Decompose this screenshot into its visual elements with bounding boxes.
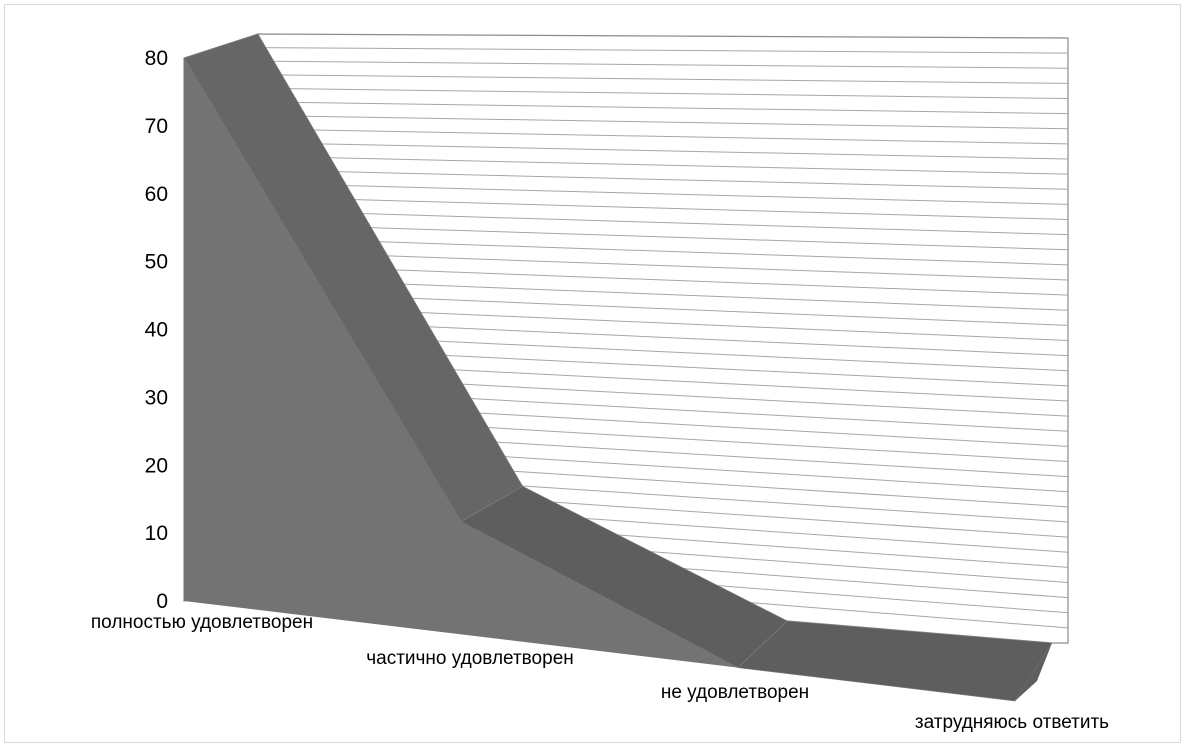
- x-axis: полностью удовлетворен частично удовлетво…: [91, 612, 1109, 733]
- gridline: [257, 209, 1069, 236]
- gridline: [257, 155, 1069, 175]
- gridline: [257, 237, 1069, 266]
- gridline: [257, 114, 1069, 130]
- gridline: [257, 74, 1069, 84]
- gridline: [257, 250, 1069, 281]
- y-tick-label: 80: [145, 47, 168, 70]
- y-tick-label: 10: [145, 522, 168, 545]
- x-tick-label: частично удовлетворен: [366, 648, 574, 669]
- y-tick-label: 30: [145, 386, 168, 409]
- gridline: [257, 182, 1069, 205]
- gridline: [257, 169, 1069, 190]
- gridline: [257, 87, 1069, 99]
- gridline: [257, 142, 1069, 160]
- gridline: [257, 128, 1069, 145]
- y-tick-label: 40: [145, 319, 168, 342]
- x-tick-label: не удовлетворен: [661, 682, 809, 703]
- gridline: [257, 101, 1069, 115]
- y-tick-label: 60: [145, 183, 168, 206]
- y-tick-label: 50: [145, 251, 168, 274]
- x-tick-label: полностью удовлетворен: [91, 612, 313, 633]
- y-tick-label: 20: [145, 454, 168, 477]
- area-front-face: [184, 58, 1015, 701]
- area-end-cap: [1015, 643, 1052, 701]
- area-series: [183, 33, 1053, 702]
- gridline: [257, 60, 1069, 69]
- gridline: [257, 196, 1069, 220]
- y-tick-label: 0: [156, 590, 168, 613]
- gridline: [257, 47, 1069, 54]
- y-axis: 0 10 20 30 40 50 60 70 80: [145, 47, 168, 613]
- x-tick-label: затрудняюсь ответить: [915, 712, 1109, 733]
- y-tick-label: 70: [145, 115, 168, 138]
- gridline: [257, 223, 1069, 251]
